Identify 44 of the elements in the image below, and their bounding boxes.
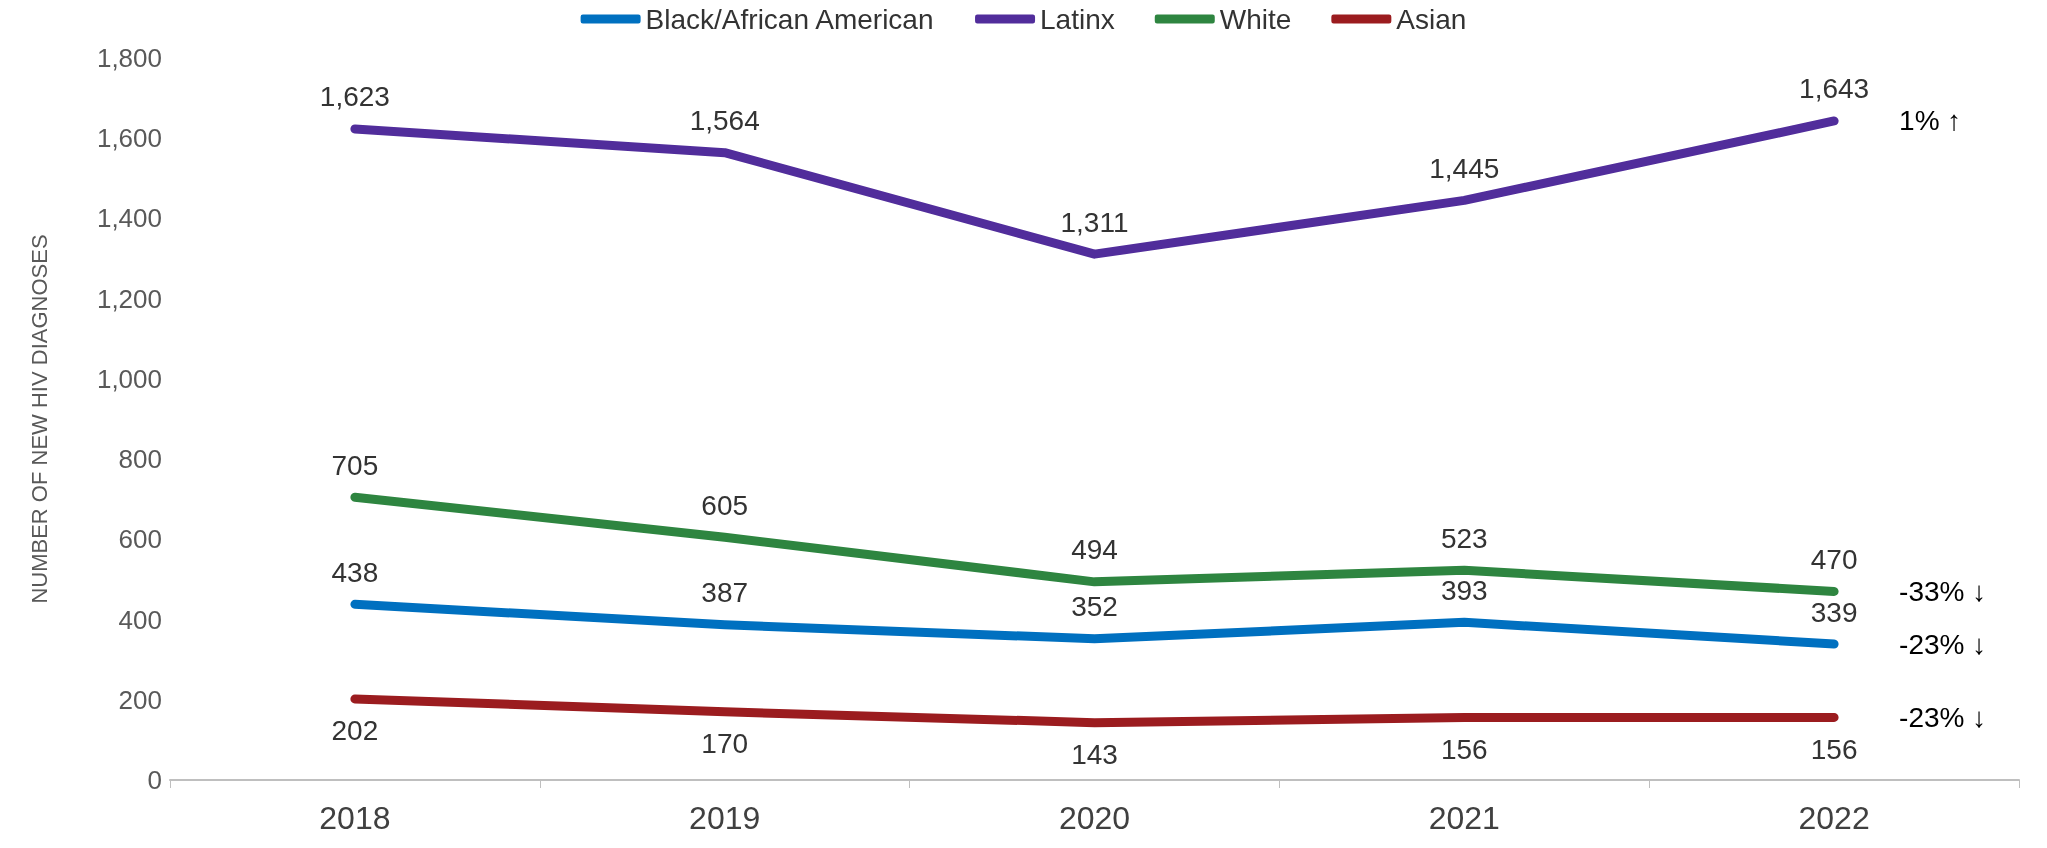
y-tick-label: 1,000 xyxy=(96,363,162,394)
x-tick-label: 2022 xyxy=(1798,800,1870,836)
y-tick-label: 1,600 xyxy=(96,123,162,154)
data-label: 339 xyxy=(1810,596,1858,628)
data-label: 705 xyxy=(331,449,379,481)
data-label: 1,564 xyxy=(689,105,760,137)
legend-label: Latinx xyxy=(1040,3,1115,35)
legend-label: White xyxy=(1219,3,1292,35)
annotation: -33% ↓ xyxy=(1899,575,1987,607)
y-tick-label: 1,400 xyxy=(96,203,162,234)
data-label: 393 xyxy=(1440,574,1488,606)
y-axis-title: NUMBER OF NEW HIV DIAGNOSES xyxy=(26,234,52,604)
y-tick-label: 400 xyxy=(118,604,162,635)
data-label: 494 xyxy=(1071,534,1118,566)
data-label: 387 xyxy=(701,577,749,609)
y-tick-label: 600 xyxy=(118,524,162,555)
data-label: 1,445 xyxy=(1429,152,1500,184)
data-label: 1,643 xyxy=(1799,73,1870,105)
legend-label: Black/African American xyxy=(645,3,934,35)
x-tick-label: 2018 xyxy=(319,800,391,836)
data-label: 156 xyxy=(1440,733,1488,765)
y-tick-label: 1,800 xyxy=(96,43,162,73)
data-label: 438 xyxy=(331,556,379,588)
data-label: 523 xyxy=(1440,522,1488,554)
data-label: 156 xyxy=(1810,733,1858,765)
data-label: 143 xyxy=(1071,739,1118,771)
x-tick-label: 2021 xyxy=(1428,800,1500,836)
y-tick-label: 200 xyxy=(118,684,162,715)
data-label: 1,311 xyxy=(1060,206,1129,238)
annotation: 1% ↑ xyxy=(1899,105,1962,137)
data-label: 352 xyxy=(1071,591,1118,623)
annotation: -23% ↓ xyxy=(1899,701,1987,733)
legend-label: Asian xyxy=(1396,3,1467,35)
data-label: 605 xyxy=(701,489,749,521)
y-tick-label: 0 xyxy=(147,765,162,795)
y-tick-label: 800 xyxy=(118,444,162,475)
data-label: 170 xyxy=(701,728,749,760)
data-label: 470 xyxy=(1810,543,1858,575)
x-tick-label: 2020 xyxy=(1058,800,1131,836)
annotation: -23% ↓ xyxy=(1899,628,1987,660)
data-label: 1,623 xyxy=(319,81,390,113)
data-label: 202 xyxy=(331,715,379,747)
x-tick-label: 2019 xyxy=(689,800,761,836)
y-tick-label: 1,200 xyxy=(96,283,162,314)
